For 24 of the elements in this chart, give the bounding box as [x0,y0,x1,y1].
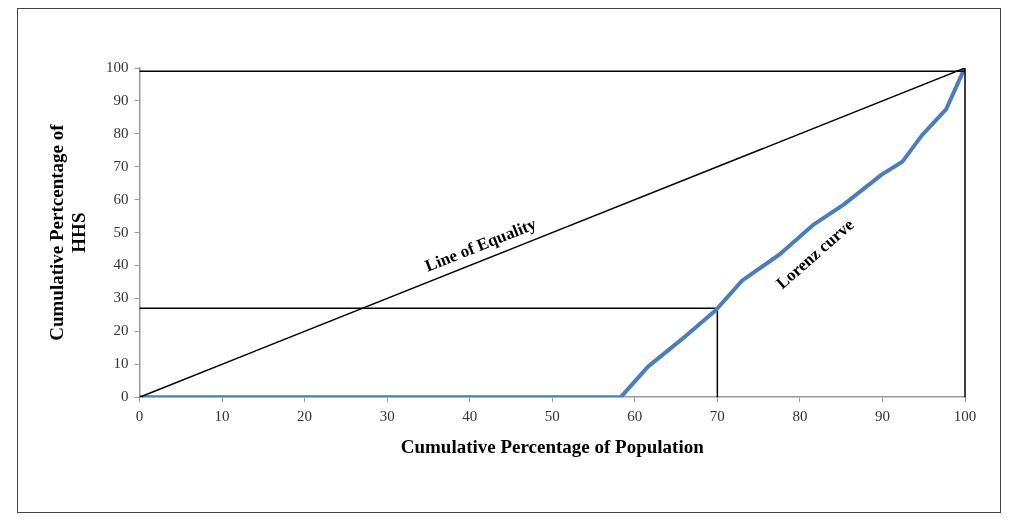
x-tick-label: 50 [544,408,560,425]
y-axis-title: Cumulative Pertcentage of HHS [46,123,90,341]
x-tick-label: 40 [462,408,478,425]
y-tick-label: 60 [113,190,129,207]
y-tick-label: 80 [113,124,129,141]
y-tick-label: 90 [113,91,129,108]
x-tick-label: 100 [953,408,977,425]
y-tick-label: 0 [121,388,129,405]
x-tick-label: 20 [297,408,313,425]
x-axis-title: Cumulative Percentage of Population [400,435,705,457]
x-tick-label: 70 [709,408,725,425]
y-tick-label: 40 [113,256,129,273]
x-tick-label: 30 [379,408,395,425]
y-tick-label: 70 [113,157,129,174]
y-tick-label: 30 [113,289,129,306]
x-tick-label: 10 [214,408,230,425]
x-tick-label: 0 [135,408,144,425]
y-tick-label: 10 [113,355,129,372]
y-tick-label: 100 [106,58,129,75]
y-tick-label: 50 [113,223,129,240]
x-tick-label: 80 [792,408,808,425]
y-tick-label: 20 [113,322,129,339]
x-tick-label: 90 [874,408,890,425]
x-tick-label: 60 [627,408,643,425]
